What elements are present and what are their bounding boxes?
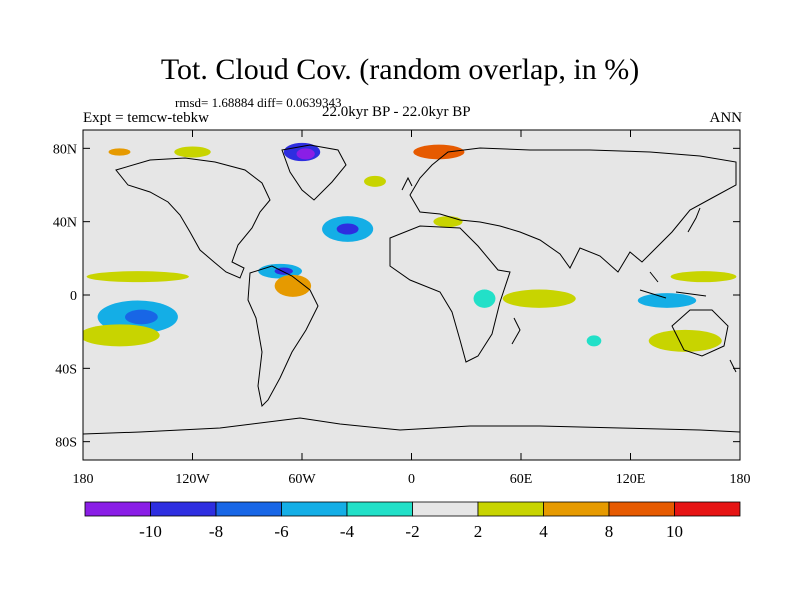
anomaly-patch bbox=[413, 144, 465, 160]
colorbar-label: -4 bbox=[340, 522, 355, 541]
anomaly-patch bbox=[586, 335, 602, 347]
anomaly-patch bbox=[433, 216, 463, 228]
map-panel bbox=[82, 129, 741, 461]
colorbar-swatch bbox=[674, 501, 741, 517]
lon-tick-label: 60W bbox=[288, 472, 316, 487]
coastline-greenland bbox=[281, 144, 347, 201]
period-label: 22.0kyr BP - 22.0kyr BP bbox=[322, 104, 471, 120]
colorbar-label: -10 bbox=[139, 522, 162, 541]
coastline-africa bbox=[389, 225, 511, 363]
coastline-british-isles bbox=[401, 176, 413, 191]
colorbar: -10 -8 -6 -4 -2 2 4 8 10 bbox=[84, 501, 741, 541]
anomaly-layer bbox=[83, 142, 737, 352]
colorbar-label: 10 bbox=[666, 522, 683, 541]
coastline-madagascar bbox=[511, 317, 521, 345]
statistics-label: rmsd= 1.68884 diff= 0.0639343 bbox=[175, 95, 342, 110]
colorbar-swatch bbox=[281, 501, 348, 517]
lon-tick-label: 120W bbox=[175, 472, 210, 487]
coastline-new-zealand bbox=[729, 359, 737, 373]
anomaly-patch bbox=[502, 289, 576, 308]
lat-tick-label: 40N bbox=[53, 216, 77, 231]
lon-tick-label: 60E bbox=[510, 472, 533, 487]
coastline-antarctica bbox=[83, 417, 740, 435]
experiment-label: Expt = temcw-tebkw bbox=[83, 110, 209, 126]
colorbar-swatch bbox=[477, 501, 544, 517]
anomaly-patch bbox=[473, 289, 496, 308]
coastline-south-america bbox=[247, 265, 319, 408]
coastline-australia bbox=[671, 309, 729, 357]
colorbar-swatch bbox=[215, 501, 282, 517]
colorbar-swatch bbox=[608, 501, 675, 517]
lon-tick-label: 180 bbox=[730, 472, 751, 487]
map-title: Tot. Cloud Cov. (random overlap, in %) bbox=[160, 53, 640, 86]
anomaly-patch bbox=[124, 309, 158, 325]
colorbar-label: 8 bbox=[605, 522, 614, 541]
lon-tick-label: 180 bbox=[73, 472, 94, 487]
colorbar-label: 2 bbox=[474, 522, 483, 541]
anomaly-patch bbox=[83, 284, 193, 295]
anomaly-patch bbox=[637, 293, 697, 308]
colorbar-swatch bbox=[412, 501, 479, 517]
colorbar-swatch bbox=[543, 501, 610, 517]
anomaly-patch bbox=[108, 148, 131, 156]
anomaly-patch bbox=[670, 271, 737, 283]
lat-tick-label: 80S bbox=[55, 436, 77, 451]
colorbar-label: -2 bbox=[405, 522, 419, 541]
colorbar-label: -6 bbox=[274, 522, 288, 541]
axis-ticks: 80N 40N 0 40S 80S 180 120W 60W 0 60E 120E 180 bbox=[53, 130, 751, 487]
colorbar-swatch bbox=[84, 501, 151, 517]
colorbar-swatch bbox=[150, 501, 217, 517]
coastline-eurasia bbox=[409, 147, 737, 273]
colorbar-label: 4 bbox=[539, 522, 548, 541]
map-background bbox=[83, 130, 740, 460]
anomaly-patch bbox=[364, 175, 386, 187]
colorbar-label: -8 bbox=[209, 522, 223, 541]
anomaly-patch bbox=[274, 274, 312, 297]
coastlines bbox=[83, 144, 740, 435]
coastline-indonesia bbox=[639, 271, 707, 299]
season-label: ANN bbox=[709, 110, 743, 126]
colorbar-swatch bbox=[346, 501, 413, 517]
lon-tick-label: 0 bbox=[408, 472, 415, 487]
coastline-north-america bbox=[115, 157, 271, 279]
anomaly-patch bbox=[174, 146, 211, 158]
anomaly-patch bbox=[83, 324, 160, 347]
lat-tick-label: 40S bbox=[55, 362, 77, 377]
lon-tick-label: 120E bbox=[616, 472, 646, 487]
lat-tick-label: 0 bbox=[70, 289, 77, 304]
anomaly-patch bbox=[336, 223, 359, 235]
anomaly-patch bbox=[86, 271, 189, 283]
anomaly-patch bbox=[296, 148, 315, 160]
lat-tick-label: 80N bbox=[53, 142, 77, 157]
coastline-japan bbox=[687, 207, 701, 233]
anomaly-patch bbox=[648, 329, 722, 352]
